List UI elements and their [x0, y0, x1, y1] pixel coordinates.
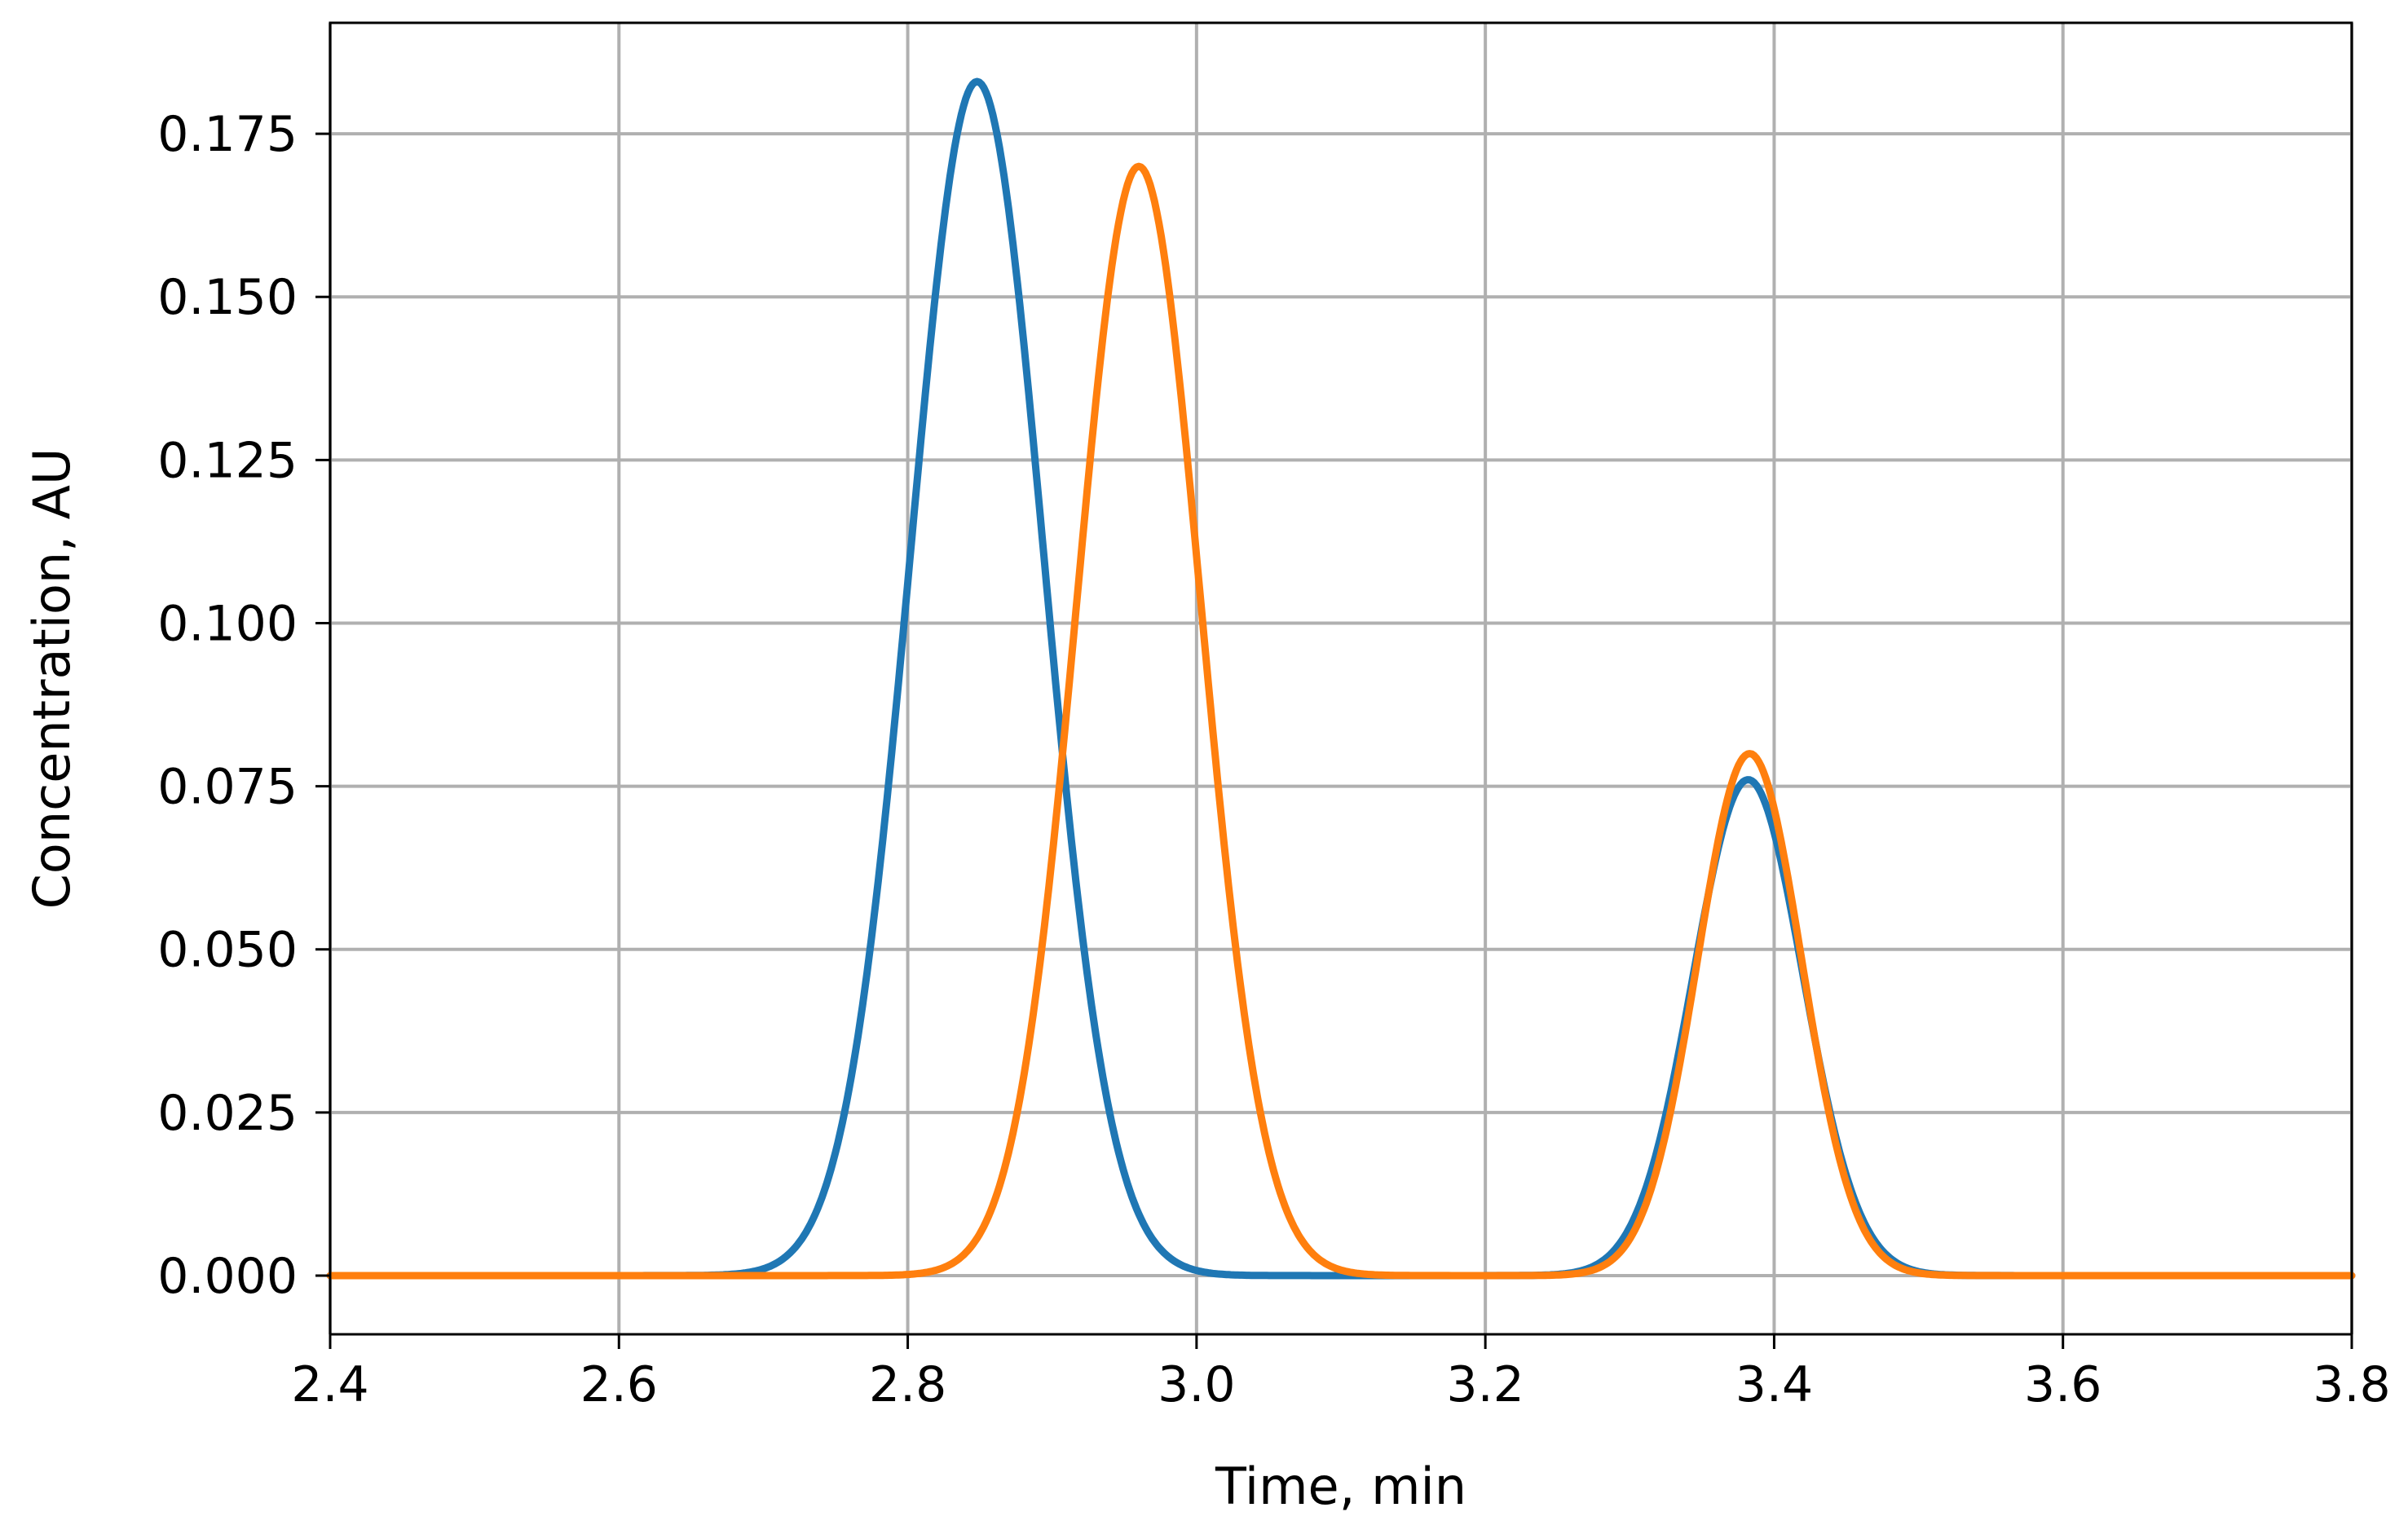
- x-tick-label: 2.6: [580, 1356, 658, 1413]
- x-axis: 2.4 2.6 2.8 3.0 3.2 3.4 3.6 3.8: [291, 1334, 2391, 1413]
- x-tick-label: 2.8: [869, 1356, 946, 1413]
- x-tick-label: 3.8: [2313, 1356, 2390, 1413]
- x-tick-label: 3.0: [1158, 1356, 1235, 1413]
- y-tick-label: 0.025: [157, 1085, 298, 1142]
- y-tick-label: 0.150: [157, 269, 298, 326]
- y-tick-label: 0.175: [157, 106, 298, 163]
- y-tick-label: 0.050: [157, 922, 298, 979]
- x-tick-label: 3.4: [1735, 1356, 1813, 1413]
- x-tick-label: 3.2: [1446, 1356, 1524, 1413]
- plot-frame: [329, 21, 2353, 1336]
- x-tick-label: 3.6: [2024, 1356, 2101, 1413]
- y-tick-label: 0.000: [157, 1248, 298, 1305]
- y-axis: 0.000 0.025 0.050 0.075 0.100 0.125 0.150 0.175: [157, 106, 330, 1305]
- series-2-line: [326, 162, 2356, 1280]
- y-axis-label: Concentration, AU: [22, 448, 82, 910]
- x-tick-label: 2.4: [291, 1356, 368, 1413]
- grid: [329, 23, 2353, 1334]
- y-tick-label: 0.125: [157, 432, 298, 489]
- y-tick-label: 0.100: [157, 595, 298, 652]
- series-group: [326, 77, 2356, 1280]
- y-tick-label: 0.075: [157, 759, 298, 816]
- x-axis-label: Time, min: [1215, 1457, 1466, 1516]
